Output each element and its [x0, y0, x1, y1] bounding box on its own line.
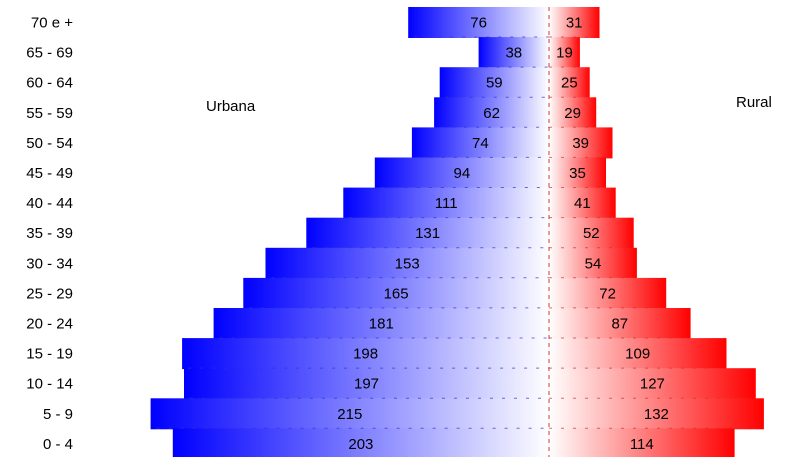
- age-group-labels: 70 e + 65 - 69 60 - 64 55 - 59 50 - 54 45 - 4…: [26, 15, 73, 453]
- urbana-bar: [408, 7, 549, 38]
- urbana-bar: [306, 217, 549, 249]
- urbana-value-label: 131: [415, 225, 440, 242]
- age-group-label: 25 - 29: [26, 285, 73, 302]
- urbana-bar: [184, 368, 549, 400]
- urbana-value-label: 215: [337, 406, 362, 423]
- urbana-bar: [478, 37, 549, 69]
- age-group-label: 40 - 44: [26, 195, 73, 212]
- rural-bar: [549, 277, 667, 309]
- urbana-value-label: 198: [353, 346, 378, 363]
- urbana-bar: [439, 67, 549, 99]
- urbana-bars: [150, 7, 550, 457]
- rural-value-label: 132: [644, 406, 669, 423]
- age-group-label: 35 - 39: [26, 225, 73, 242]
- rural-series-label: Rural: [736, 94, 772, 111]
- urbana-bar: [434, 97, 549, 129]
- urbana-bar: [172, 428, 550, 457]
- urbana-bar: [182, 338, 549, 370]
- urbana-series-label: Urbana: [206, 98, 256, 115]
- rural-value-label: 35: [569, 165, 586, 182]
- urbana-bar: [265, 247, 549, 279]
- urbana-value-label: 94: [454, 165, 471, 182]
- rural-value-label: 109: [625, 346, 650, 363]
- rural-bar: [549, 398, 764, 430]
- rural-value-label: 25: [561, 75, 578, 92]
- rural-bar: [549, 247, 637, 279]
- urbana-bar: [343, 187, 549, 219]
- age-group-label: 50 - 54: [26, 135, 73, 152]
- rural-bar: [549, 7, 600, 38]
- urbana-value-label: 111: [435, 195, 458, 212]
- urbana-value-label: 203: [348, 436, 373, 453]
- urbana-value-label: 76: [470, 15, 487, 32]
- age-group-label: 20 - 24: [26, 316, 73, 333]
- rural-bar: [549, 217, 634, 249]
- urbana-value-label: 197: [354, 376, 379, 393]
- rural-value-label: 127: [640, 376, 665, 393]
- rural-value-label: 52: [583, 225, 600, 242]
- rural-bar: [549, 67, 590, 99]
- rural-bar: [549, 428, 735, 457]
- rural-bar: [549, 37, 580, 69]
- rural-value-label: 72: [599, 285, 616, 302]
- urbana-bar: [213, 308, 549, 339]
- rural-value-label: 41: [574, 195, 591, 212]
- rural-bar: [549, 338, 727, 370]
- rural-bar: [549, 308, 691, 339]
- age-group-label: 45 - 49: [26, 165, 73, 182]
- urbana-value-label: 62: [483, 105, 500, 122]
- age-group-label: 55 - 59: [26, 105, 73, 122]
- rural-value-label: 54: [585, 255, 602, 272]
- age-group-label: 5 - 9: [43, 406, 73, 423]
- age-group-label: 30 - 34: [26, 255, 73, 272]
- urbana-value-label: 181: [369, 316, 394, 333]
- urbana-bar: [150, 398, 549, 430]
- rural-value-label: 29: [564, 105, 581, 122]
- rural-bars: [549, 7, 764, 457]
- urbana-bar: [374, 157, 549, 189]
- urbana-value-label: 38: [505, 45, 522, 62]
- age-group-label: 70 e +: [31, 15, 73, 32]
- age-group-label: 10 - 14: [26, 376, 73, 393]
- value-labels: 76 31 38 19 59 25 62 29 74 39 94 35 111 41 131 52 153 54 1…: [337, 15, 669, 453]
- urbana-value-label: 153: [395, 255, 420, 272]
- urbana-value-label: 74: [472, 135, 489, 152]
- rural-bar: [549, 368, 756, 400]
- center-dashed-lines: [156, 7, 760, 457]
- rural-value-label: 39: [572, 135, 589, 152]
- age-group-label: 65 - 69: [26, 45, 73, 62]
- rural-value-label: 31: [566, 15, 583, 32]
- urbana-bar: [411, 127, 549, 159]
- rural-bar: [549, 97, 597, 129]
- rural-bar: [549, 187, 616, 219]
- age-group-label: 60 - 64: [26, 75, 73, 92]
- rural-bar: [549, 127, 613, 159]
- rural-bar: [549, 157, 606, 189]
- rural-value-label: 19: [556, 45, 573, 62]
- urbana-value-label: 165: [384, 285, 409, 302]
- age-group-label: 0 - 4: [43, 436, 73, 453]
- urbana-bar: [243, 277, 550, 309]
- age-group-label: 15 - 19: [26, 346, 73, 363]
- urbana-value-label: 59: [486, 75, 503, 92]
- rural-value-label: 87: [611, 316, 628, 333]
- rural-value-label: 114: [630, 436, 654, 453]
